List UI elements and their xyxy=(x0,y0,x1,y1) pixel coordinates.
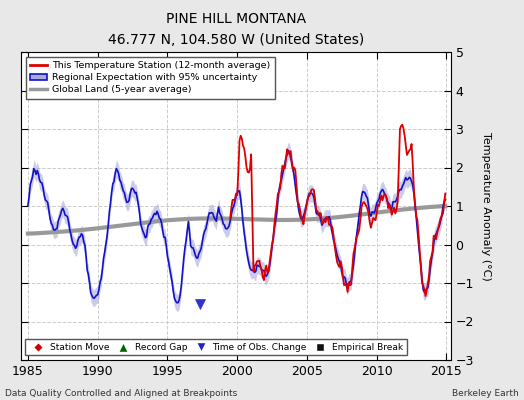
Title: PINE HILL MONTANA
46.777 N, 104.580 W (United States): PINE HILL MONTANA 46.777 N, 104.580 W (U… xyxy=(107,12,364,47)
Y-axis label: Temperature Anomaly (°C): Temperature Anomaly (°C) xyxy=(481,132,490,280)
Text: Berkeley Earth: Berkeley Earth xyxy=(452,389,519,398)
Text: Data Quality Controlled and Aligned at Breakpoints: Data Quality Controlled and Aligned at B… xyxy=(5,389,237,398)
Legend: Station Move, Record Gap, Time of Obs. Change, Empirical Break: Station Move, Record Gap, Time of Obs. C… xyxy=(26,339,407,356)
